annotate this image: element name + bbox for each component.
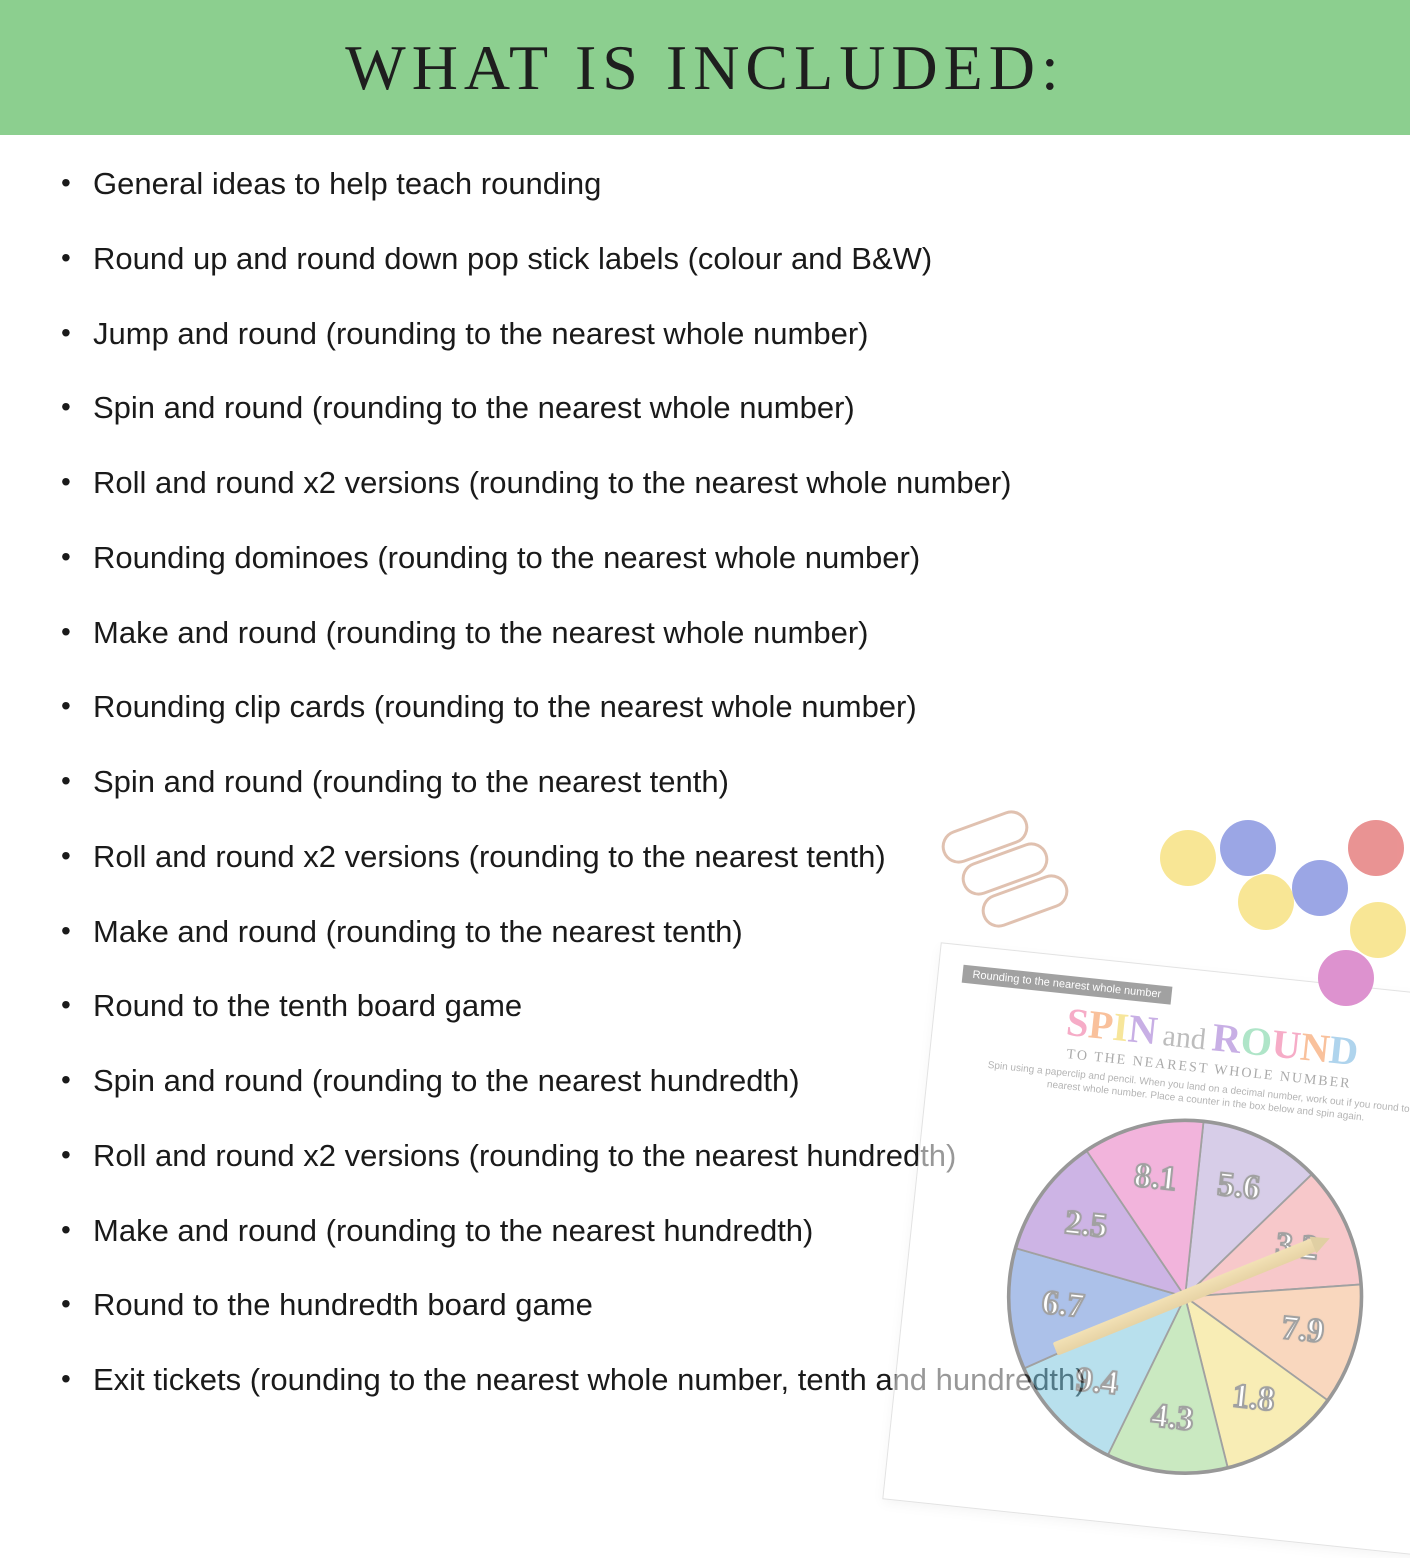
list-item: Make and round (rounding to the nearest …	[55, 1212, 1355, 1251]
list-item: Make and round (rounding to the nearest …	[55, 614, 1355, 653]
list-item: Round to the tenth board game	[55, 987, 1355, 1026]
list-item: Rounding clip cards (rounding to the nea…	[55, 688, 1355, 727]
list-item: Exit tickets (rounding to the nearest wh…	[55, 1361, 1355, 1400]
list-item: Roll and round x2 versions (rounding to …	[55, 838, 1355, 877]
list-item: Round up and round down pop stick labels…	[55, 240, 1355, 279]
included-list: General ideas to help teach rounding Roun…	[55, 165, 1355, 1400]
list-item: Spin and round (rounding to the nearest …	[55, 1062, 1355, 1101]
list-item: Round to the hundredth board game	[55, 1286, 1355, 1325]
list-item: General ideas to help teach rounding	[55, 165, 1355, 204]
list-item: Roll and round x2 versions (rounding to …	[55, 1137, 1355, 1176]
list-item: Spin and round (rounding to the nearest …	[55, 763, 1355, 802]
list-item: Spin and round (rounding to the nearest …	[55, 389, 1355, 428]
wheel-number: 4.3	[1149, 1397, 1195, 1439]
list-item: Roll and round x2 versions (rounding to …	[55, 464, 1355, 503]
content-area: General ideas to help teach rounding Roun…	[0, 135, 1410, 1400]
header-banner: WHAT IS INCLUDED:	[0, 0, 1410, 135]
list-item: Rounding dominoes (rounding to the neare…	[55, 539, 1355, 578]
list-item: Make and round (rounding to the nearest …	[55, 913, 1355, 952]
page-title: WHAT IS INCLUDED:	[345, 31, 1064, 105]
list-item: Jump and round (rounding to the nearest …	[55, 315, 1355, 354]
